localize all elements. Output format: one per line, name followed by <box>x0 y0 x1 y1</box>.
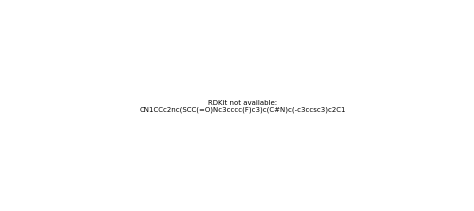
Text: RDKit not available:
CN1CCc2nc(SCC(=O)Nc3cccc(F)c3)c(C#N)c(-c3ccsc3)c2C1: RDKit not available: CN1CCc2nc(SCC(=O)Nc… <box>140 100 346 113</box>
